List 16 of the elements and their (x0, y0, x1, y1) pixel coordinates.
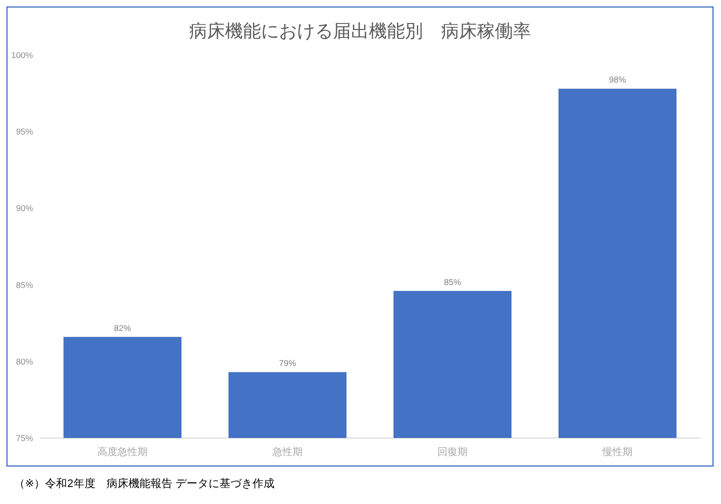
title: 病床機能における届出機能別 病床稼働率 (189, 21, 531, 41)
value-label: 79% (279, 358, 296, 368)
value-label: 82% (114, 322, 131, 333)
ytick: 90% (16, 203, 33, 214)
category: 急性期 (272, 447, 302, 458)
category: 回復期 (438, 447, 468, 458)
category: 高度急性期 (98, 447, 148, 458)
ytick: 75% (16, 433, 33, 443)
ytick: 80% (16, 356, 33, 366)
ytick: 95% (16, 126, 33, 137)
annotation: （※）令和2年度 病床機能報告 データに基づき作成 (14, 478, 274, 490)
ytick: 85% (16, 280, 33, 290)
value-label: 98% (609, 74, 626, 85)
value-label: 85% (444, 276, 461, 287)
category: 慢性期 (602, 447, 632, 458)
ytick: 100% (11, 50, 33, 60)
